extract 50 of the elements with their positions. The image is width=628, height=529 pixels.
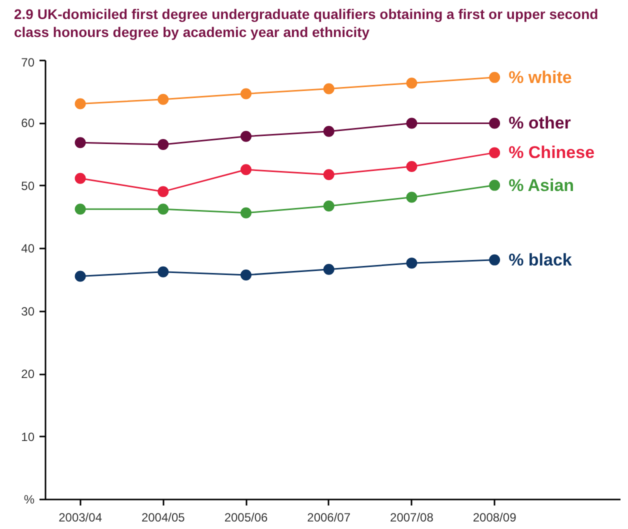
- point: [406, 160, 418, 172]
- y-axis-title: %: [24, 492, 35, 506]
- y-tick-label: 30: [21, 304, 35, 318]
- x-tick-label: 2005/06: [224, 510, 268, 524]
- point: [489, 118, 500, 129]
- series-label: % Asian: [508, 176, 574, 195]
- x-tick-label: 2008/09: [472, 510, 517, 524]
- point: [323, 264, 334, 275]
- y-tick-label: 60: [21, 116, 35, 130]
- point: [158, 186, 169, 198]
- y-tick-label: 20: [21, 367, 35, 382]
- point: [489, 180, 500, 191]
- point: [240, 207, 252, 218]
- point: [74, 270, 86, 282]
- y-tick-label: 70: [21, 56, 35, 70]
- point: [489, 254, 500, 266]
- point: [240, 269, 252, 280]
- point: [158, 266, 169, 278]
- point: [323, 200, 334, 212]
- point: [158, 94, 169, 105]
- y-tick-label: 50: [21, 178, 35, 193]
- y-tick-label: 10: [21, 430, 35, 444]
- x-tick-label: 2006/07: [307, 510, 351, 524]
- point: [158, 139, 169, 150]
- series-label: % other: [508, 114, 572, 133]
- point: [240, 130, 252, 142]
- point: [74, 137, 86, 148]
- point: [406, 118, 418, 129]
- series-label: % black: [508, 250, 572, 270]
- point: [323, 83, 334, 94]
- point: [489, 72, 500, 83]
- point: [240, 164, 252, 176]
- point: [406, 258, 418, 269]
- series-label: % Chinese: [508, 143, 595, 162]
- point: [323, 126, 334, 137]
- y-tick-label: 40: [21, 242, 35, 256]
- point: [406, 78, 418, 89]
- point: [323, 169, 334, 180]
- chart-title: 2.9 UK-domiciled first degree undergraduate qualifiers obtaining a first or upper second class honours degree by academic year and ethnicity: [14, 5, 600, 42]
- point: [158, 204, 169, 215]
- point: [406, 192, 418, 203]
- point: [74, 98, 86, 110]
- point: [74, 204, 86, 215]
- point: [489, 147, 500, 158]
- x-tick-label: 2004/05: [141, 510, 186, 524]
- point: [74, 172, 86, 184]
- series-label: % white: [508, 68, 572, 87]
- x-tick-label: 2007/08: [390, 510, 434, 524]
- point: [240, 88, 252, 100]
- x-tick-label: 2003/04: [58, 510, 102, 524]
